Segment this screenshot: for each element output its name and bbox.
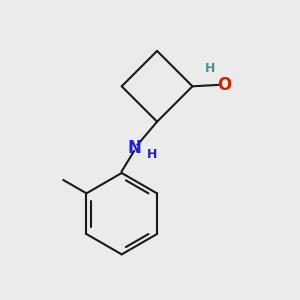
Text: H: H bbox=[205, 62, 215, 75]
Text: H: H bbox=[147, 148, 157, 161]
Text: N: N bbox=[127, 139, 141, 157]
Text: O: O bbox=[217, 76, 231, 94]
